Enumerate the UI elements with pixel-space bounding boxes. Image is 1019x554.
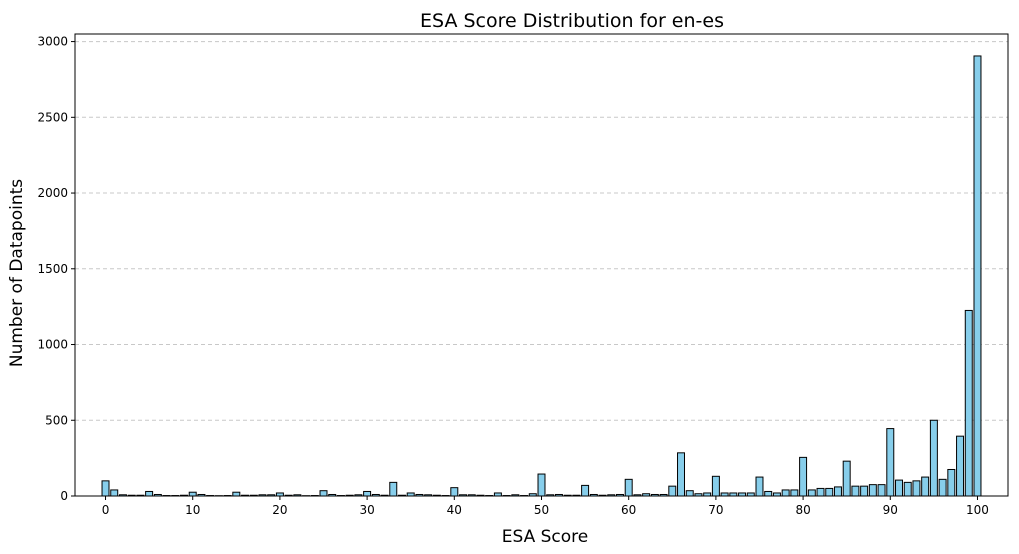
bar-10	[188, 491, 197, 497]
y-tick-label: 3000	[37, 35, 68, 49]
x-tick-label: 30	[359, 503, 374, 517]
bar-1	[110, 489, 119, 497]
y-axis-ticks: 0 500 1000 1500 2000 2500 3000	[37, 35, 75, 503]
bar-81	[807, 489, 816, 497]
y-axis-title: Number of Datapoints	[7, 179, 27, 367]
x-tick-label: 40	[447, 503, 462, 517]
bar-97	[947, 468, 956, 497]
bar-65	[668, 485, 677, 497]
bar-70	[711, 475, 720, 497]
bar-15	[232, 491, 241, 497]
bar-88	[868, 484, 877, 497]
bar-84	[833, 486, 842, 497]
bar-89	[877, 484, 886, 497]
bar-66	[677, 452, 686, 497]
x-tick-label: 80	[795, 503, 810, 517]
bar-75	[755, 476, 764, 497]
bar-82	[816, 487, 825, 497]
bar-25	[319, 490, 328, 497]
bar-67	[685, 490, 694, 497]
bar-94	[921, 476, 930, 497]
bar-93	[912, 480, 921, 497]
bar-90	[886, 428, 895, 497]
bar-55	[581, 484, 590, 497]
y-tick-label: 500	[45, 413, 68, 427]
y-tick-label: 2500	[37, 110, 68, 124]
chart-title: ESA Score Distribution for en-es	[420, 10, 724, 32]
x-tick-label: 100	[966, 503, 989, 517]
bar-76	[764, 490, 773, 497]
x-axis-ticks: 0 10 20 30 40 50 60 70 80 90 100	[102, 496, 989, 517]
bars	[101, 55, 982, 497]
bar-95	[929, 419, 938, 497]
bar-5	[145, 490, 154, 497]
bar-98	[956, 435, 965, 497]
bar-30	[363, 490, 372, 497]
bar-85	[842, 460, 851, 497]
bar-79	[790, 489, 799, 497]
y-tick-label: 1500	[37, 262, 68, 276]
y-tick-label: 1000	[37, 338, 68, 352]
bar-78	[781, 489, 790, 497]
bar-80	[799, 456, 808, 497]
bar-86	[851, 485, 860, 497]
bar-99	[964, 309, 973, 497]
x-tick-label: 70	[708, 503, 723, 517]
y-tick-label: 0	[60, 489, 68, 503]
grid-lines	[75, 41, 1008, 421]
x-tick-label: 10	[185, 503, 200, 517]
bar-100	[973, 55, 982, 497]
bar-40	[450, 487, 459, 497]
x-tick-label: 20	[272, 503, 287, 517]
x-tick-label: 50	[534, 503, 549, 517]
bar-87	[860, 485, 869, 497]
bar-91	[895, 479, 903, 497]
bar-0	[101, 480, 110, 497]
axes	[74, 33, 1009, 497]
x-tick-label: 60	[621, 503, 636, 517]
bar-50	[537, 473, 546, 497]
plot-frame	[74, 33, 1009, 497]
y-tick-label: 2000	[37, 186, 68, 200]
bar-60	[624, 478, 633, 497]
x-axis-title: ESA Score	[502, 527, 589, 547]
bar-92	[903, 481, 912, 497]
bar-96	[938, 478, 947, 497]
x-tick-label: 90	[883, 503, 898, 517]
x-tick-label: 0	[102, 503, 110, 517]
bar-83	[825, 487, 834, 497]
bar-33	[389, 481, 398, 497]
